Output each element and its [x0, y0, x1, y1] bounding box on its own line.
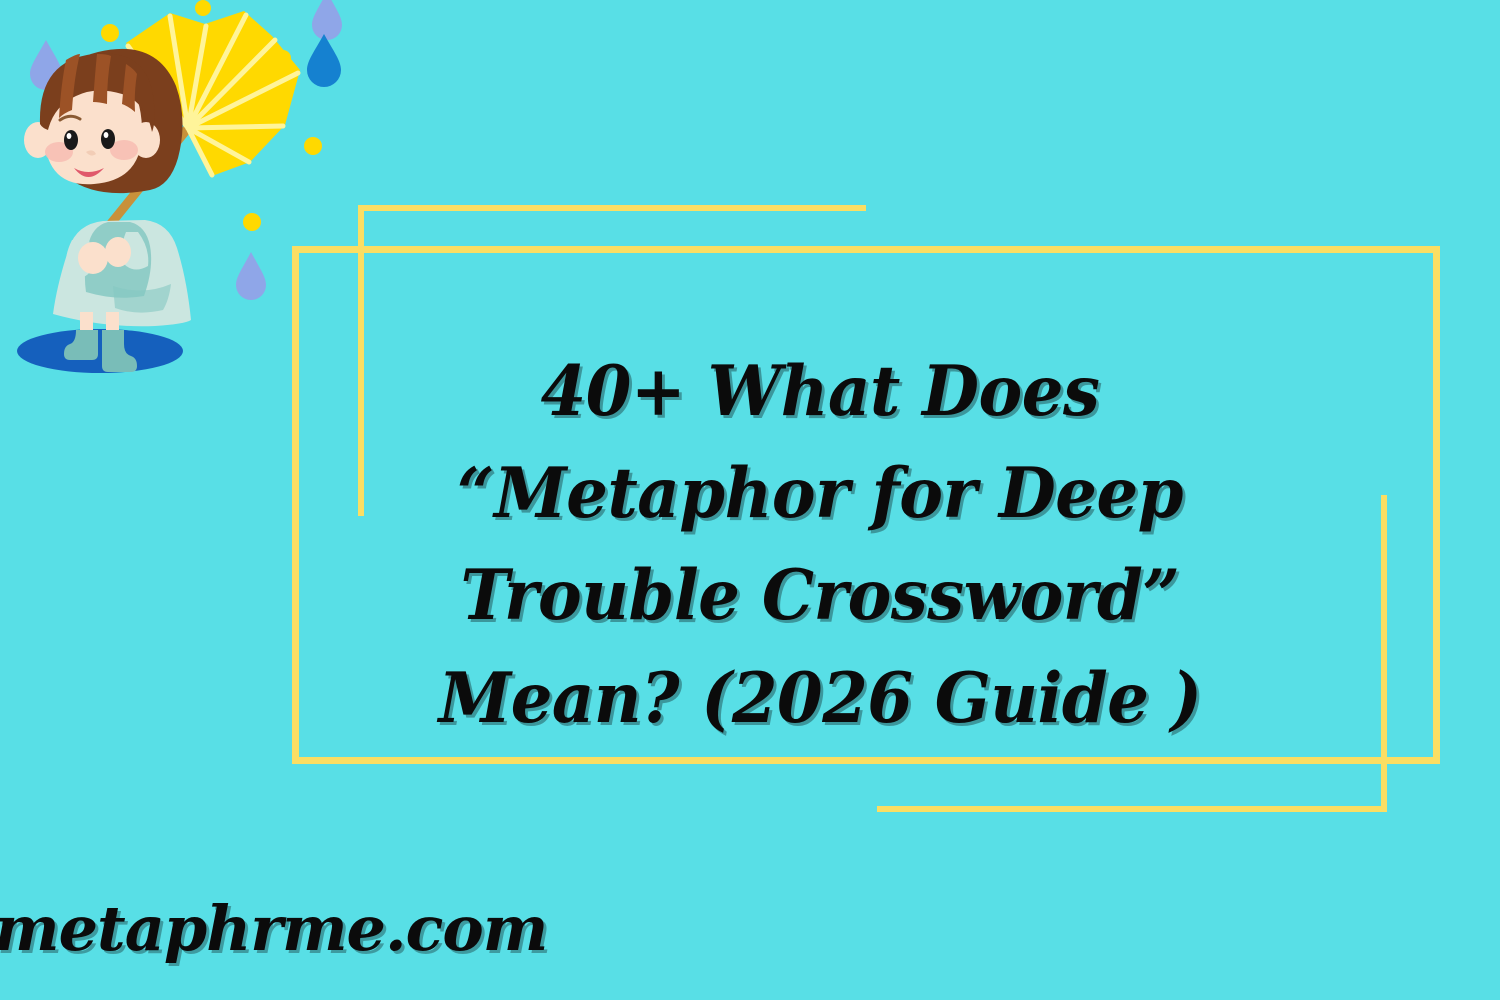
decor-frame-inner-right: [1381, 495, 1387, 812]
dot-shape: [304, 137, 322, 155]
raindrop-icon: [307, 34, 341, 87]
hand-shape: [105, 237, 131, 267]
decor-frame-inner-top: [358, 205, 866, 211]
eye-highlight: [66, 133, 72, 139]
dot-shape: [101, 24, 119, 42]
nose-shape: [86, 150, 96, 156]
boot-shape: [64, 330, 98, 360]
cheek-shape: [45, 142, 73, 162]
hair-streaks: [59, 54, 137, 118]
girl-with-umbrella-illustration: [0, 0, 360, 400]
boot-shape: [102, 330, 137, 372]
eye-shape: [101, 129, 115, 149]
raindrop-icon: [312, 0, 342, 40]
decor-frame-inner-left: [358, 205, 364, 516]
page-title-line: Mean? (2026 Guide ): [438, 657, 1202, 739]
mouth-shape: [74, 168, 104, 177]
decor-frame-inner-bottom: [877, 806, 1387, 812]
page-title-line: “Metaphor for Deep: [456, 453, 1184, 535]
eye-highlight: [103, 132, 109, 138]
eye-shape: [64, 130, 78, 150]
hand-shape: [78, 242, 108, 274]
puddle-shape: [17, 329, 183, 373]
cheek-shape: [110, 140, 138, 160]
raindrop-icon: [236, 252, 266, 300]
page-title: 40+ What Does “Metaphor for Deep Trouble…: [330, 341, 1310, 749]
page-title-line: 40+ What Does: [540, 351, 1100, 433]
eyebrow-shape: [58, 114, 82, 122]
umbrella-canopy: [125, 11, 301, 178]
site-watermark: metaphrme.com: [0, 892, 548, 965]
page-title-line: Trouble Crossword”: [460, 555, 1180, 637]
dot-shape: [195, 0, 211, 16]
dress-shade-2: [113, 284, 171, 313]
dot-shape: [243, 213, 261, 231]
girl-figure: [24, 48, 191, 372]
